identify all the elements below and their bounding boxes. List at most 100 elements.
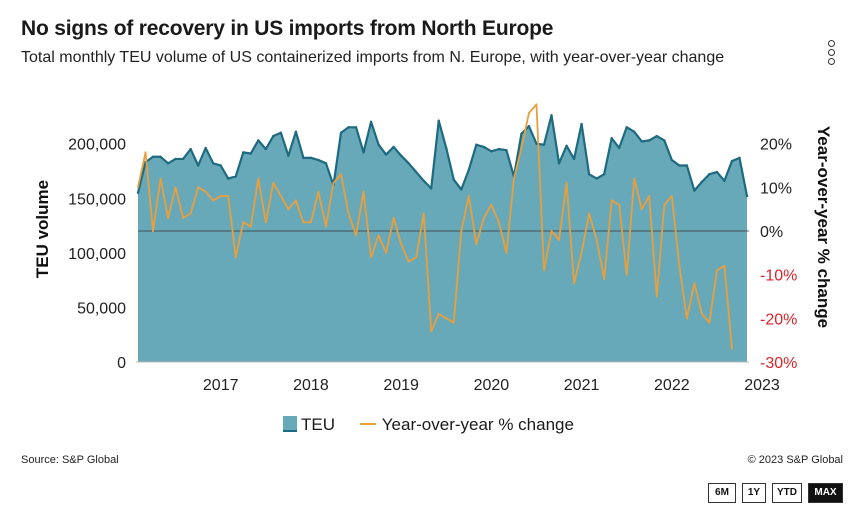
x-tick-label: 2023	[744, 377, 780, 394]
yoy-point	[685, 317, 688, 320]
teu-point	[610, 137, 613, 140]
yoy-point	[332, 181, 335, 184]
teu-point	[460, 188, 463, 191]
yoy-point	[700, 312, 703, 315]
teu-point	[678, 164, 681, 167]
teu-point	[414, 170, 418, 174]
teu-point	[339, 131, 343, 134]
teu-point	[249, 152, 252, 155]
teu-point	[497, 147, 501, 151]
teu-point	[204, 146, 207, 150]
teu-point	[723, 179, 726, 182]
yoy-point	[362, 190, 365, 193]
yoy-point	[279, 195, 282, 198]
teu-point	[362, 151, 365, 154]
yoy-point	[242, 221, 245, 224]
left-axis-title: TEU volume	[33, 180, 52, 278]
teu-point	[565, 144, 568, 148]
right-tick-label: -10%	[760, 268, 797, 285]
yoy-point	[670, 195, 673, 198]
teu-point	[542, 143, 546, 146]
teu-point	[655, 134, 658, 138]
yoy-point	[324, 225, 327, 228]
range-button-max[interactable]: MAX	[808, 483, 843, 503]
yoy-point	[520, 147, 523, 150]
teu-point	[617, 146, 621, 150]
legend-item-teu[interactable]: TEU	[283, 415, 335, 435]
yoy-point	[490, 203, 493, 206]
teu-point	[354, 126, 358, 129]
teu-point	[445, 146, 448, 150]
teu-point	[527, 125, 531, 128]
teu-point	[181, 157, 185, 161]
yoy-point	[730, 347, 733, 350]
yoy-point	[460, 230, 463, 232]
legend-label-yoy: Year-over-year % change	[381, 414, 574, 434]
yoy-point	[174, 186, 177, 189]
teu-area	[138, 115, 747, 362]
teu-point	[279, 131, 283, 134]
teu-swatch-icon	[283, 415, 298, 432]
legend-item-yoy[interactable]: Year-over-year % change	[359, 414, 574, 435]
yoy-point	[505, 251, 508, 254]
yoy-point	[249, 225, 252, 228]
yoy-point	[437, 312, 440, 315]
yoy-point	[452, 321, 455, 324]
teu-point	[219, 164, 222, 167]
yoy-point	[445, 317, 448, 320]
range-button-6m[interactable]: 6M	[708, 483, 736, 503]
yoy-point	[272, 181, 275, 184]
teu-point	[430, 187, 433, 190]
teu-point	[347, 126, 350, 129]
range-button-ytd[interactable]: YTD	[772, 483, 802, 503]
teu-point	[693, 189, 696, 192]
yoy-point	[144, 151, 147, 154]
yoy-point	[204, 190, 207, 193]
left-tick-label: 100,000	[68, 246, 126, 263]
teu-point	[151, 155, 155, 158]
teu-point	[257, 139, 260, 142]
right-axis-title: Year-over-year % change	[814, 126, 833, 328]
yoy-point	[723, 264, 726, 267]
teu-point	[580, 122, 583, 126]
teu-point	[663, 139, 666, 142]
teu-point	[482, 145, 486, 149]
teu-point	[294, 130, 298, 133]
teu-point	[633, 130, 636, 133]
teu-point	[136, 191, 140, 194]
more-options-icon[interactable]	[824, 40, 838, 68]
yoy-point	[264, 221, 267, 224]
yoy-point	[497, 221, 500, 224]
left-tick-label: 150,000	[68, 191, 126, 208]
teu-point	[475, 143, 478, 146]
yoy-point	[340, 173, 342, 176]
teu-point	[700, 180, 704, 184]
yoy-point	[663, 203, 666, 206]
yoy-point	[385, 251, 388, 254]
yoy-line-icon	[359, 422, 376, 425]
yoy-point	[482, 216, 485, 219]
teu-point	[572, 157, 576, 161]
range-button-1y[interactable]: 1Y	[742, 483, 766, 503]
chart-legend: TEU Year-over-year % change	[0, 414, 857, 435]
teu-point	[550, 114, 553, 117]
chart-subtitle: Total monthly TEU volume of US container…	[21, 49, 725, 66]
yoy-point	[648, 195, 651, 198]
teu-point	[738, 156, 741, 160]
x-tick-label: 2020	[474, 377, 510, 394]
teu-point	[648, 139, 651, 142]
yoy-point	[347, 212, 350, 215]
teu-point	[625, 126, 628, 129]
yoy-point	[137, 186, 139, 189]
yoy-point	[678, 264, 681, 267]
yoy-point	[422, 212, 425, 215]
left-tick-label: 0	[117, 355, 126, 372]
teu-line	[136, 114, 749, 197]
teu-point	[520, 132, 523, 136]
yoy-point	[573, 282, 576, 285]
right-tick-label: 10%	[760, 180, 792, 197]
yoy-point	[640, 208, 643, 211]
yoy-point	[625, 273, 628, 276]
yoy-point	[475, 243, 478, 246]
teu-point	[422, 179, 425, 182]
